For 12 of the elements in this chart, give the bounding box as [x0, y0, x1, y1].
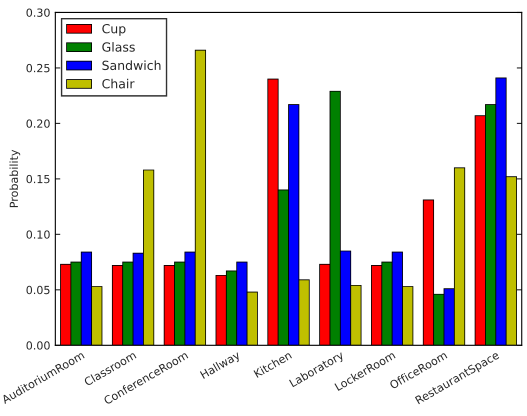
legend-label: Cup — [102, 24, 126, 36]
legend-label: Glass — [102, 42, 135, 52]
legend-label: Sandwich — [102, 60, 160, 70]
y-tick-label: 0.25 — [26, 64, 50, 72]
y-tick-label: 0.05 — [26, 286, 50, 294]
y-tick-label: 0.30 — [26, 8, 50, 17]
y-tick-label: 0.20 — [26, 119, 50, 128]
y-tick-label: 0.00 — [26, 341, 50, 350]
y-tick-label: 0.10 — [26, 230, 50, 239]
y-tick-label: 0.15 — [26, 174, 50, 184]
legend-label: Chair — [102, 78, 135, 88]
y-axis-title: Probability — [9, 150, 20, 208]
